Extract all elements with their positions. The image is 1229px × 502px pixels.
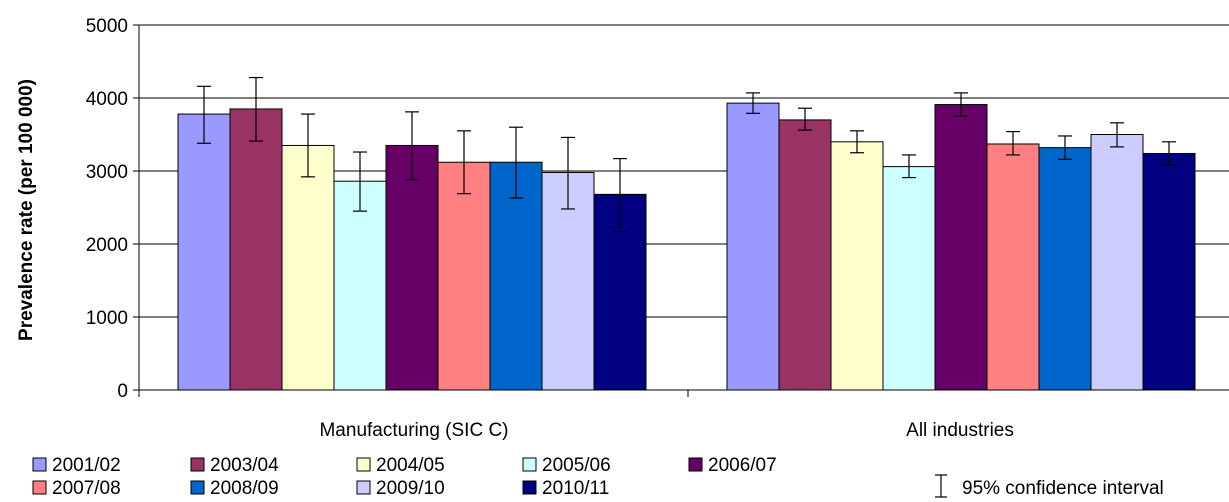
legend-label: 2008/09 xyxy=(210,478,279,499)
ci-legend-label: 95% confidence interval xyxy=(962,478,1164,499)
y-tick-label: 0 xyxy=(117,381,128,402)
bar xyxy=(934,104,988,391)
bar xyxy=(882,166,936,391)
ci-legend: 95% confidence interval xyxy=(935,474,1164,499)
bar xyxy=(726,102,780,391)
bar xyxy=(986,143,1040,391)
bar xyxy=(437,161,491,391)
bar xyxy=(281,144,335,391)
bar xyxy=(177,113,231,391)
legend-swatch xyxy=(356,457,371,472)
bar xyxy=(1090,134,1144,391)
legend-label: 2003/04 xyxy=(210,455,279,476)
bar xyxy=(385,144,439,391)
legend-swatch xyxy=(522,480,537,495)
legend-label: 2004/05 xyxy=(376,455,445,476)
y-axis-ticks: 0 1000 2000 3000 4000 5000 xyxy=(86,16,139,402)
legend-swatch xyxy=(522,457,537,472)
y-tick-label: 2000 xyxy=(86,235,128,256)
x-category-label: All industries xyxy=(906,420,1014,441)
legend-swatch xyxy=(32,480,47,495)
y-axis-label: Prevalence rate (per 100 000) xyxy=(16,79,37,341)
bar xyxy=(333,180,387,391)
legend-label: 2001/02 xyxy=(52,455,121,476)
y-tick-label: 5000 xyxy=(86,16,128,37)
bar xyxy=(778,119,832,391)
y-tick-label: 3000 xyxy=(86,162,128,183)
bar xyxy=(1142,152,1196,391)
legend-swatch xyxy=(32,457,47,472)
legend-label: 2006/07 xyxy=(708,455,777,476)
bars xyxy=(177,102,1196,391)
y-tick-label: 1000 xyxy=(86,308,128,329)
legend-swatch xyxy=(190,480,205,495)
legend: 2001/02 2003/04 2004/05 2005/06 2006/07 2007/… xyxy=(32,455,777,499)
legend-swatch xyxy=(190,457,205,472)
bar xyxy=(229,108,283,391)
bar xyxy=(830,141,884,391)
legend-label: 2007/08 xyxy=(52,478,121,499)
x-axis: Manufacturing (SIC C) All industries xyxy=(138,389,1229,441)
legend-label: 2005/06 xyxy=(542,455,611,476)
legend-swatch xyxy=(688,457,703,472)
legend-swatch xyxy=(356,480,371,495)
y-tick-label: 4000 xyxy=(86,89,128,110)
legend-label: 2009/10 xyxy=(376,478,445,499)
bar xyxy=(1038,147,1092,391)
x-category-label: Manufacturing (SIC C) xyxy=(319,420,508,441)
bar xyxy=(489,161,543,391)
legend-label: 2010/11 xyxy=(542,478,609,499)
error-bars xyxy=(197,76,1176,233)
